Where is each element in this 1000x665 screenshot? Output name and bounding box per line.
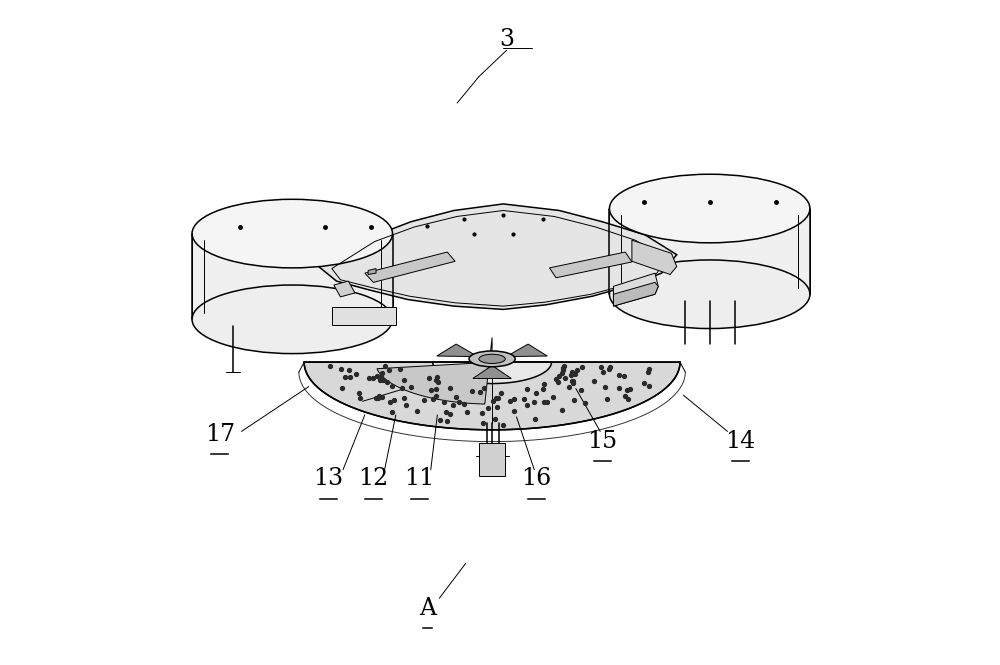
Text: 14: 14 bbox=[726, 430, 756, 453]
Text: 11: 11 bbox=[404, 467, 435, 490]
Polygon shape bbox=[365, 252, 455, 283]
Polygon shape bbox=[473, 366, 511, 378]
Ellipse shape bbox=[609, 174, 810, 243]
Ellipse shape bbox=[609, 260, 810, 329]
Polygon shape bbox=[506, 344, 547, 356]
Polygon shape bbox=[192, 233, 393, 319]
Text: A: A bbox=[419, 597, 436, 620]
Polygon shape bbox=[632, 240, 677, 275]
Polygon shape bbox=[377, 338, 492, 404]
Ellipse shape bbox=[469, 351, 515, 367]
Ellipse shape bbox=[192, 200, 393, 268]
Polygon shape bbox=[609, 209, 810, 294]
Text: 16: 16 bbox=[521, 467, 551, 490]
Polygon shape bbox=[334, 281, 355, 297]
Polygon shape bbox=[613, 273, 658, 306]
Polygon shape bbox=[433, 362, 551, 384]
Text: 15: 15 bbox=[587, 430, 617, 453]
Ellipse shape bbox=[192, 285, 393, 354]
Polygon shape bbox=[613, 283, 658, 306]
Polygon shape bbox=[304, 362, 680, 430]
Polygon shape bbox=[437, 344, 478, 356]
Polygon shape bbox=[319, 204, 677, 309]
Text: 17: 17 bbox=[205, 423, 235, 446]
Polygon shape bbox=[549, 252, 632, 278]
Ellipse shape bbox=[479, 354, 505, 364]
Text: 3: 3 bbox=[499, 27, 514, 51]
Polygon shape bbox=[479, 443, 505, 476]
Polygon shape bbox=[332, 307, 396, 325]
Text: 12: 12 bbox=[358, 467, 389, 490]
Polygon shape bbox=[368, 269, 376, 275]
Text: 13: 13 bbox=[313, 467, 344, 490]
